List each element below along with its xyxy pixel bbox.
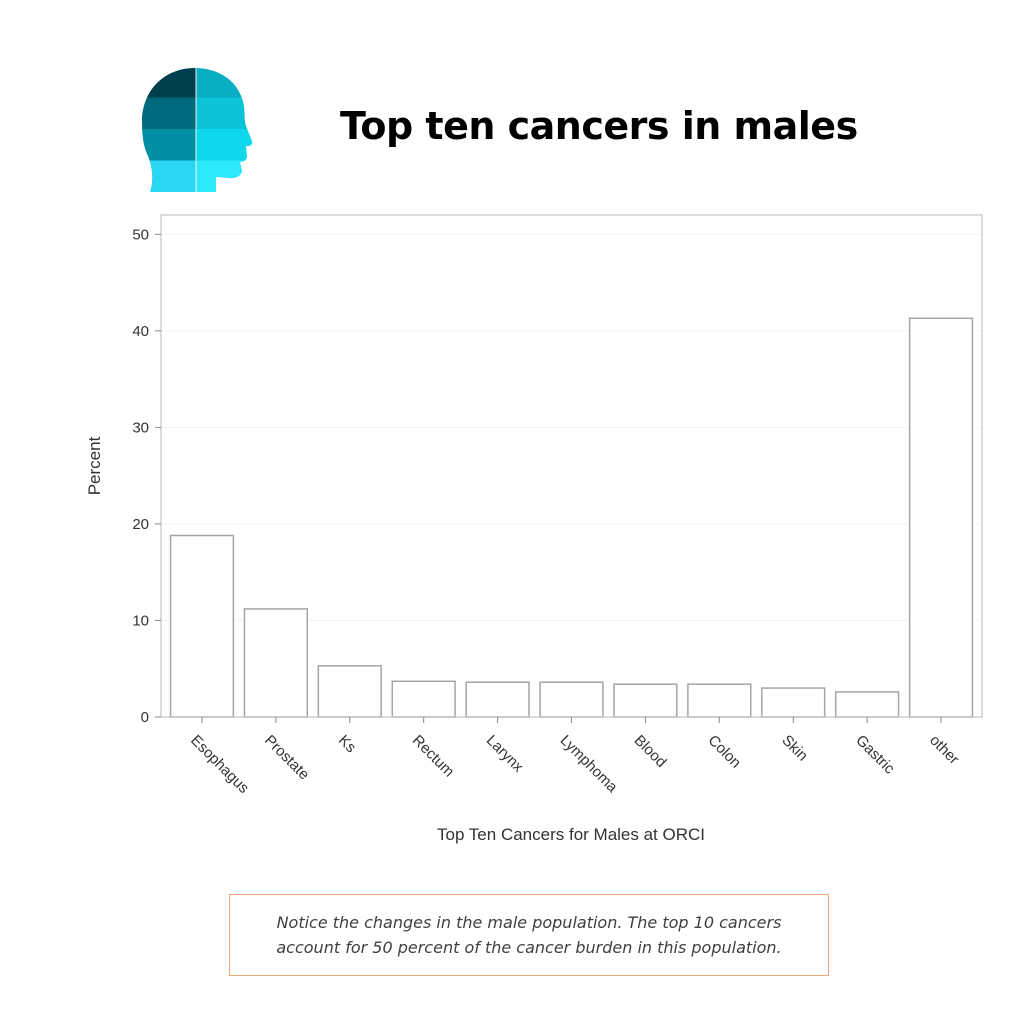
bar-blood [613, 683, 678, 718]
x-tick-label: Lymphoma [557, 732, 622, 797]
y-axis-ticks: 0 10 20 30 40 50 [132, 226, 161, 726]
y-tick-label: 40 [132, 323, 149, 340]
page-title: Top ten cancers in males [340, 104, 858, 148]
bar-ks [317, 665, 382, 718]
x-tick-label: Skin [778, 732, 811, 765]
note-text: Notice the changes in the male populatio… [258, 910, 799, 960]
x-tick-label: Rectum [409, 732, 458, 781]
y-tick-label: 30 [132, 419, 149, 436]
x-tick-label: Blood [631, 732, 670, 771]
bars [169, 317, 974, 718]
y-tick-label: 50 [132, 226, 149, 243]
bar-chart: 0 10 20 30 40 50 Esophagus Prostate Ks Rectum Lar… [85, 214, 983, 844]
bar-larynx [465, 681, 530, 718]
x-tick-label: Colon [704, 732, 744, 772]
head-profile-icon [142, 66, 253, 192]
head-band-left-2 [142, 97, 196, 130]
note-line-2: account for 50 percent of the cancer bur… [276, 938, 782, 957]
bar-prostate [243, 608, 309, 718]
x-tick-label: other [926, 732, 962, 768]
bar-lymphoma [539, 681, 604, 718]
x-tick-label: Prostate [261, 732, 313, 784]
bar-esophagus [169, 534, 235, 718]
bar-other [908, 317, 974, 718]
head-band-left-3 [142, 129, 196, 161]
bar-colon [687, 683, 752, 718]
x-axis-title: Top Ten Cancers for Males at ORCI [437, 825, 705, 844]
x-axis-ticks: Esophagus Prostate Ks Rectum Larynx Lymphoma B… [187, 717, 962, 797]
x-tick-label: Gastric [852, 732, 898, 778]
x-tick-label: Esophagus [187, 732, 252, 797]
note-box: Notice the changes in the male populatio… [229, 894, 829, 976]
y-tick-label: 20 [132, 516, 149, 533]
x-tick-label: Larynx [483, 732, 527, 776]
head-band-right-3 [196, 129, 253, 161]
bar-gastric [834, 691, 900, 718]
y-tick-label: 10 [132, 612, 149, 629]
y-tick-label: 0 [141, 709, 149, 726]
x-tick-label: Ks [335, 732, 359, 756]
y-axis-title: Percent [85, 436, 104, 495]
head-band-right-2 [196, 97, 253, 130]
bar-skin [761, 687, 826, 718]
bar-rectum [391, 680, 456, 718]
note-line-1: Notice the changes in the male populatio… [276, 913, 782, 932]
